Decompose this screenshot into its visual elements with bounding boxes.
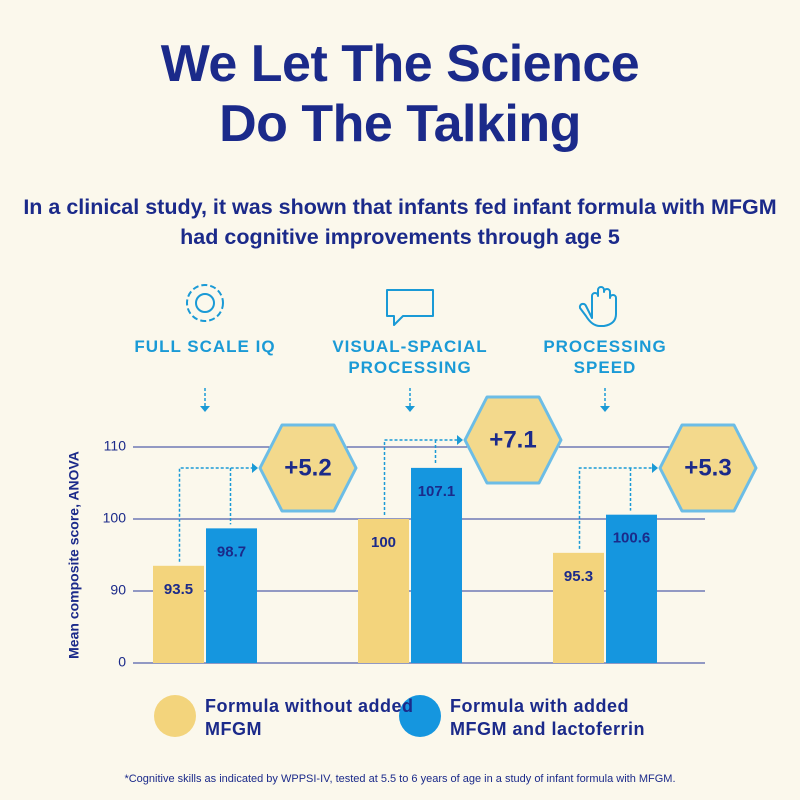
category-label: PROCESSING SPEED <box>543 337 667 377</box>
difference-badge <box>258 423 358 513</box>
value-label: 93.5 <box>164 581 193 598</box>
label-arrowheads <box>200 406 610 412</box>
y-tick-label: 110 <box>104 438 127 454</box>
connector <box>383 439 461 515</box>
value-label: 100 <box>371 534 396 551</box>
bar <box>358 519 409 663</box>
label-arrows <box>204 388 606 408</box>
category-label: VISUAL-SPACIAL PROCESSING <box>332 337 488 377</box>
difference-label: +5.3 <box>684 454 731 481</box>
bar <box>153 565 204 663</box>
value-label: 100.6 <box>613 530 651 547</box>
icons <box>186 284 617 327</box>
value-label: 107.1 <box>418 483 456 500</box>
difference-badge <box>463 395 563 485</box>
y-tick-label: 100 <box>103 510 127 526</box>
connector-arrowhead <box>652 463 658 473</box>
y-axis-title: Mean composite score, ANOVA <box>66 451 82 659</box>
bar <box>206 528 257 663</box>
legend-label: Formula without added MFGM <box>205 696 414 739</box>
connector-arrowhead <box>457 435 463 445</box>
title: We Let The Science Do The Talking <box>160 35 640 153</box>
bar <box>553 552 604 663</box>
bar <box>606 514 657 663</box>
value-label: 98.7 <box>217 543 246 560</box>
connector-arrowhead <box>252 463 258 473</box>
bar <box>411 467 462 663</box>
connector <box>578 467 656 549</box>
difference-badge <box>658 423 758 513</box>
value-label: 95.3 <box>564 568 593 585</box>
footnote: *Cognitive skills as indicated by WPPSI-… <box>124 773 676 785</box>
y-tick-label: 0 <box>118 654 126 670</box>
subtitle: In a clinical study, it was shown that i… <box>23 195 777 249</box>
y-tick-label: 90 <box>110 582 126 598</box>
legend-label: Formula with added MFGM and lactoferrin <box>450 696 646 739</box>
connector <box>178 467 256 562</box>
category-label: FULL SCALE IQ <box>134 337 276 356</box>
legend-swatch <box>399 695 441 737</box>
legend-swatch <box>154 695 196 737</box>
difference-label: +5.2 <box>284 454 331 481</box>
difference-label: +7.1 <box>489 426 536 453</box>
